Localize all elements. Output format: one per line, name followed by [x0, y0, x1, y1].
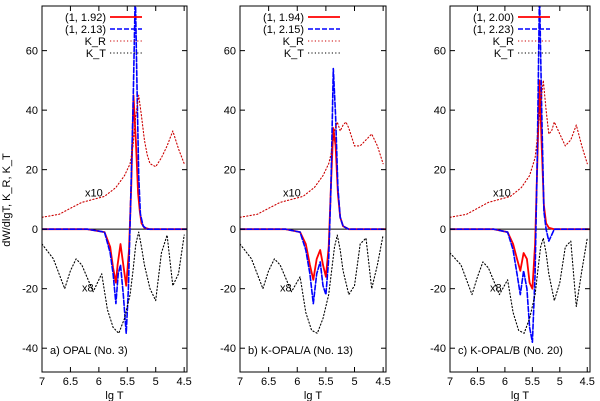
y-tick-label: 60 — [224, 46, 236, 58]
x-tick-label: 6 — [294, 376, 300, 388]
y-tick-label: 60 — [26, 46, 38, 58]
y-tick-label: 60 — [434, 46, 446, 58]
annotation-x10: x10 — [283, 187, 301, 199]
plot-frame — [239, 5, 387, 373]
y-tick-label: 20 — [224, 165, 236, 177]
x-tick-label: 4.5 — [375, 376, 390, 388]
x-tick-label: 5.5 — [318, 376, 333, 388]
annotation-x8: x8 — [82, 283, 94, 295]
y-tick-label: 40 — [224, 105, 236, 117]
x-tick-label: 5.5 — [525, 376, 540, 388]
x-tick-label: 4.5 — [177, 376, 192, 388]
plot-frame — [449, 5, 591, 373]
x-tick-label: 7 — [39, 376, 45, 388]
series-line — [42, 6, 187, 335]
x-axis-label: lg T — [105, 390, 123, 401]
legend-label: K_T — [494, 48, 514, 60]
x-axis-label: lg T — [304, 390, 322, 401]
y-tick-label: -40 — [430, 343, 446, 355]
annotation-x8: x8 — [490, 283, 502, 295]
y-tick-label: 20 — [434, 165, 446, 177]
y-tick-label: -40 — [220, 343, 236, 355]
y-tick-label: -20 — [220, 284, 236, 296]
x-tick-label: 6.5 — [63, 376, 78, 388]
legend-label: K_R — [283, 36, 304, 48]
series-line — [450, 79, 588, 218]
annotation-x10: x10 — [85, 187, 103, 199]
x-tick-label: 5 — [557, 376, 563, 388]
annotation-x10: x10 — [493, 187, 511, 199]
x-tick-label: 5 — [351, 376, 357, 388]
x-tick-label: 4.5 — [580, 376, 595, 388]
legend-label: (1, 2.15) — [263, 24, 304, 36]
panel-label: c) K-OPAL/B (No. 20) — [458, 345, 563, 357]
series-line — [42, 94, 185, 218]
legend-label: K_R — [493, 36, 514, 48]
series-line — [42, 94, 187, 287]
y-tick-label: -40 — [22, 343, 38, 355]
legend-label: (1, 2.13) — [65, 24, 106, 36]
x-tick-label: 5 — [153, 376, 159, 388]
panel-label: a) OPAL (No. 3) — [50, 345, 128, 357]
legend-label: K_R — [85, 36, 106, 48]
plot-frame — [41, 5, 188, 373]
panel-3: 7 6.5 6 5.5 5 4.5 -40 -20 0 20 40 60 lg T (1, 2.00)(1… — [430, 5, 595, 401]
legend-label: (1, 1.92) — [65, 12, 106, 24]
legend-label: K_T — [284, 48, 304, 60]
legend-label: (1, 2.23) — [473, 24, 514, 36]
x-tick-label: 6 — [502, 376, 508, 388]
series-line — [450, 6, 590, 343]
series-line — [450, 237, 588, 334]
y-tick-label: 20 — [26, 165, 38, 177]
x-tick-label: 5.5 — [120, 376, 135, 388]
y-tick-label: 40 — [26, 105, 38, 117]
legend-label: (1, 1.94) — [263, 12, 304, 24]
x-tick-label: 7 — [447, 376, 453, 388]
series-line — [450, 79, 590, 290]
legend-label: (1, 2.00) — [473, 12, 514, 24]
x-tick-label: 7 — [237, 376, 243, 388]
x-tick-label: 6.5 — [470, 376, 485, 388]
y-tick-label: 40 — [434, 105, 446, 117]
x-tick-label: 6 — [96, 376, 102, 388]
series-line — [240, 121, 384, 218]
y-tick-label: -20 — [430, 284, 446, 296]
series-line — [240, 127, 386, 281]
series-line — [42, 231, 185, 334]
legend-label: K_T — [86, 48, 106, 60]
y-tick-label: -20 — [22, 284, 38, 296]
x-axis-label: lg T — [511, 390, 529, 401]
panel-2: 7 6.5 6 5.5 5 4.5 -40 -20 0 20 40 60 lg T (1, 1.94)(1… — [220, 5, 391, 401]
x-tick-label: 6.5 — [261, 376, 276, 388]
panel-label: b) K-OPAL/A (No. 13) — [248, 345, 353, 357]
y-axis-label: dW/dlgT, K_R, K_T — [1, 153, 13, 247]
annotation-x8: x8 — [280, 283, 292, 295]
series-line — [240, 67, 386, 305]
y-tick-label: 0 — [32, 224, 38, 236]
y-tick-label: 0 — [230, 224, 236, 236]
y-tick-label: 0 — [440, 224, 446, 236]
panel-1: 7 6.5 6 5.5 5 4.5 -40 -20 0 20 40 60 lg T (1, 1.92)(1… — [22, 5, 192, 401]
series-line — [240, 234, 384, 334]
